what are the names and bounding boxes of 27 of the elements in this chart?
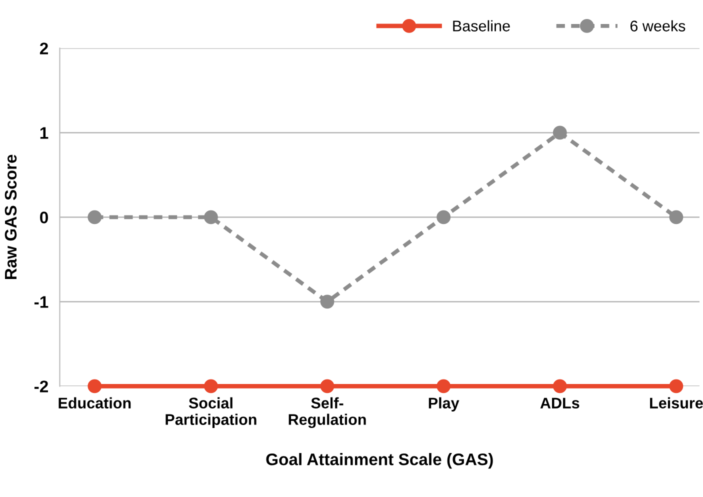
x-tick-label: ADLs [540,398,580,408]
y-axis-title: Raw GAS Score [4,154,17,280]
x-tick-label: Education [58,397,131,408]
x-axis-title: Goal Attainment Scale (GAS) [266,453,493,469]
x-tick-label: Leisure [650,397,703,408]
y-tick-label: 1 [40,127,48,139]
x-tick-label: Self- Regulation [288,397,366,428]
legend-label: 6 weeks [630,20,686,32]
x-tick-label: Play [428,397,460,412]
point [436,379,451,394]
point [88,379,102,394]
point [669,210,684,224]
point [320,294,334,309]
point [88,210,102,224]
y-tick-label: 0 [40,212,48,224]
y-tick-label: -2 [34,380,48,392]
point [204,379,218,394]
point [436,210,451,224]
point [669,379,684,394]
legend-label: Baseline [453,20,510,32]
x-tick-label: Social Participation [166,397,256,428]
y-tick-label: -1 [34,296,48,308]
point [552,379,567,394]
point [204,210,218,224]
y-tick-label: 2 [40,42,48,54]
point [552,126,567,140]
point [320,379,334,394]
